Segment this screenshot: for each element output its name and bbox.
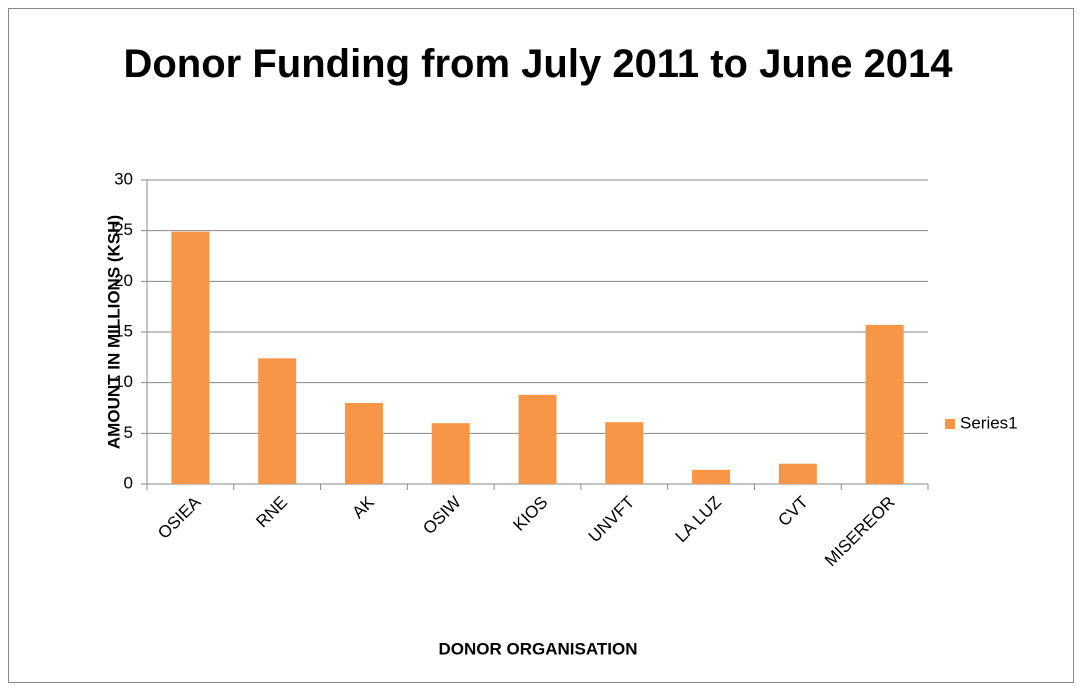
x-axis-title: DONOR ORGANISATION [439, 639, 638, 658]
chart-title: Donor Funding from July 2011 to June 201… [123, 42, 953, 86]
bar [865, 324, 904, 484]
y-tick-label: 25 [114, 220, 133, 239]
bar [692, 469, 731, 484]
bar [605, 422, 644, 484]
x-tick-label: AK [348, 492, 378, 522]
bar [344, 402, 383, 484]
chart-border [8, 8, 1074, 683]
x-tick-label: LA LUZ [672, 493, 726, 547]
y-axis-title: AMOUNT IN MILLIONS (KSH) [104, 215, 123, 449]
y-tick-label: 0 [124, 473, 133, 492]
y-tick-label: 10 [114, 372, 133, 391]
x-tick-label: CVT [774, 493, 811, 530]
y-tick-label: 30 [114, 169, 133, 188]
x-tick-label: MISEREOR [821, 493, 899, 571]
x-tick-label: OSIW [419, 493, 464, 538]
x-tick-label: UNVFT [585, 493, 639, 547]
y-tick-label: 5 [124, 423, 133, 442]
bar [171, 231, 210, 484]
x-tick-label: OSIEA [154, 492, 205, 543]
bar [518, 394, 557, 484]
legend-label: Series1 [960, 413, 1018, 432]
x-tick-label: RNE [252, 493, 291, 532]
legend-swatch [945, 419, 955, 429]
y-tick-label: 15 [114, 321, 133, 340]
bar [778, 463, 817, 484]
bar [431, 423, 470, 484]
bar [258, 358, 297, 484]
y-tick-label: 20 [114, 271, 133, 290]
x-tick-label: KIOS [509, 493, 551, 535]
